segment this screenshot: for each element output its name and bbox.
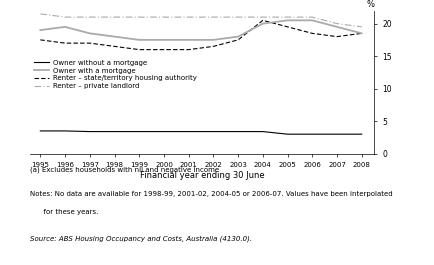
- Text: (a) Excludes households with nil and negative income: (a) Excludes households with nil and neg…: [30, 167, 219, 174]
- Legend: Owner without a mortgage, Owner with a mortgage, Renter – state/territory housin: Owner without a mortgage, Owner with a m…: [34, 60, 196, 89]
- Text: Notes: No data are available for 1998-99, 2001-02, 2004-05 or 2006-07. Values ha: Notes: No data are available for 1998-99…: [30, 191, 392, 197]
- X-axis label: Financial year ending 30 June: Financial year ending 30 June: [140, 171, 264, 180]
- Text: %: %: [365, 0, 373, 9]
- Text: Source: ABS Housing Occupancy and Costs, Australia (4130.0).: Source: ABS Housing Occupancy and Costs,…: [30, 236, 252, 242]
- Text: for these years.: for these years.: [30, 209, 99, 215]
